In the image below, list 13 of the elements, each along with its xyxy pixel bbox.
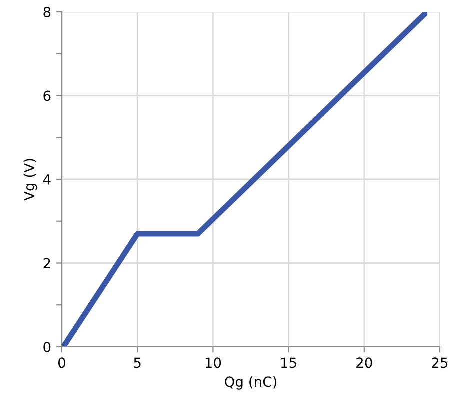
x-tick-label: 25 [432,358,448,368]
y-tick-label: 2 [44,258,50,269]
x-axis-title: Qg (nC) [225,376,277,390]
x-tick-label: 0 [58,358,66,368]
x-tick-label: 5 [134,358,141,368]
y-axis-title: Vg (V) [24,159,38,201]
x-tick-label: 15 [281,358,296,368]
x-tick-label: 20 [356,358,372,368]
y-tick-label: 8 [44,6,51,18]
x-tick-label: 10 [206,358,222,368]
y-tick-label: 6 [44,90,51,102]
y-tick-label: 4 [43,174,51,185]
y-tick-label: 0 [44,342,51,352]
